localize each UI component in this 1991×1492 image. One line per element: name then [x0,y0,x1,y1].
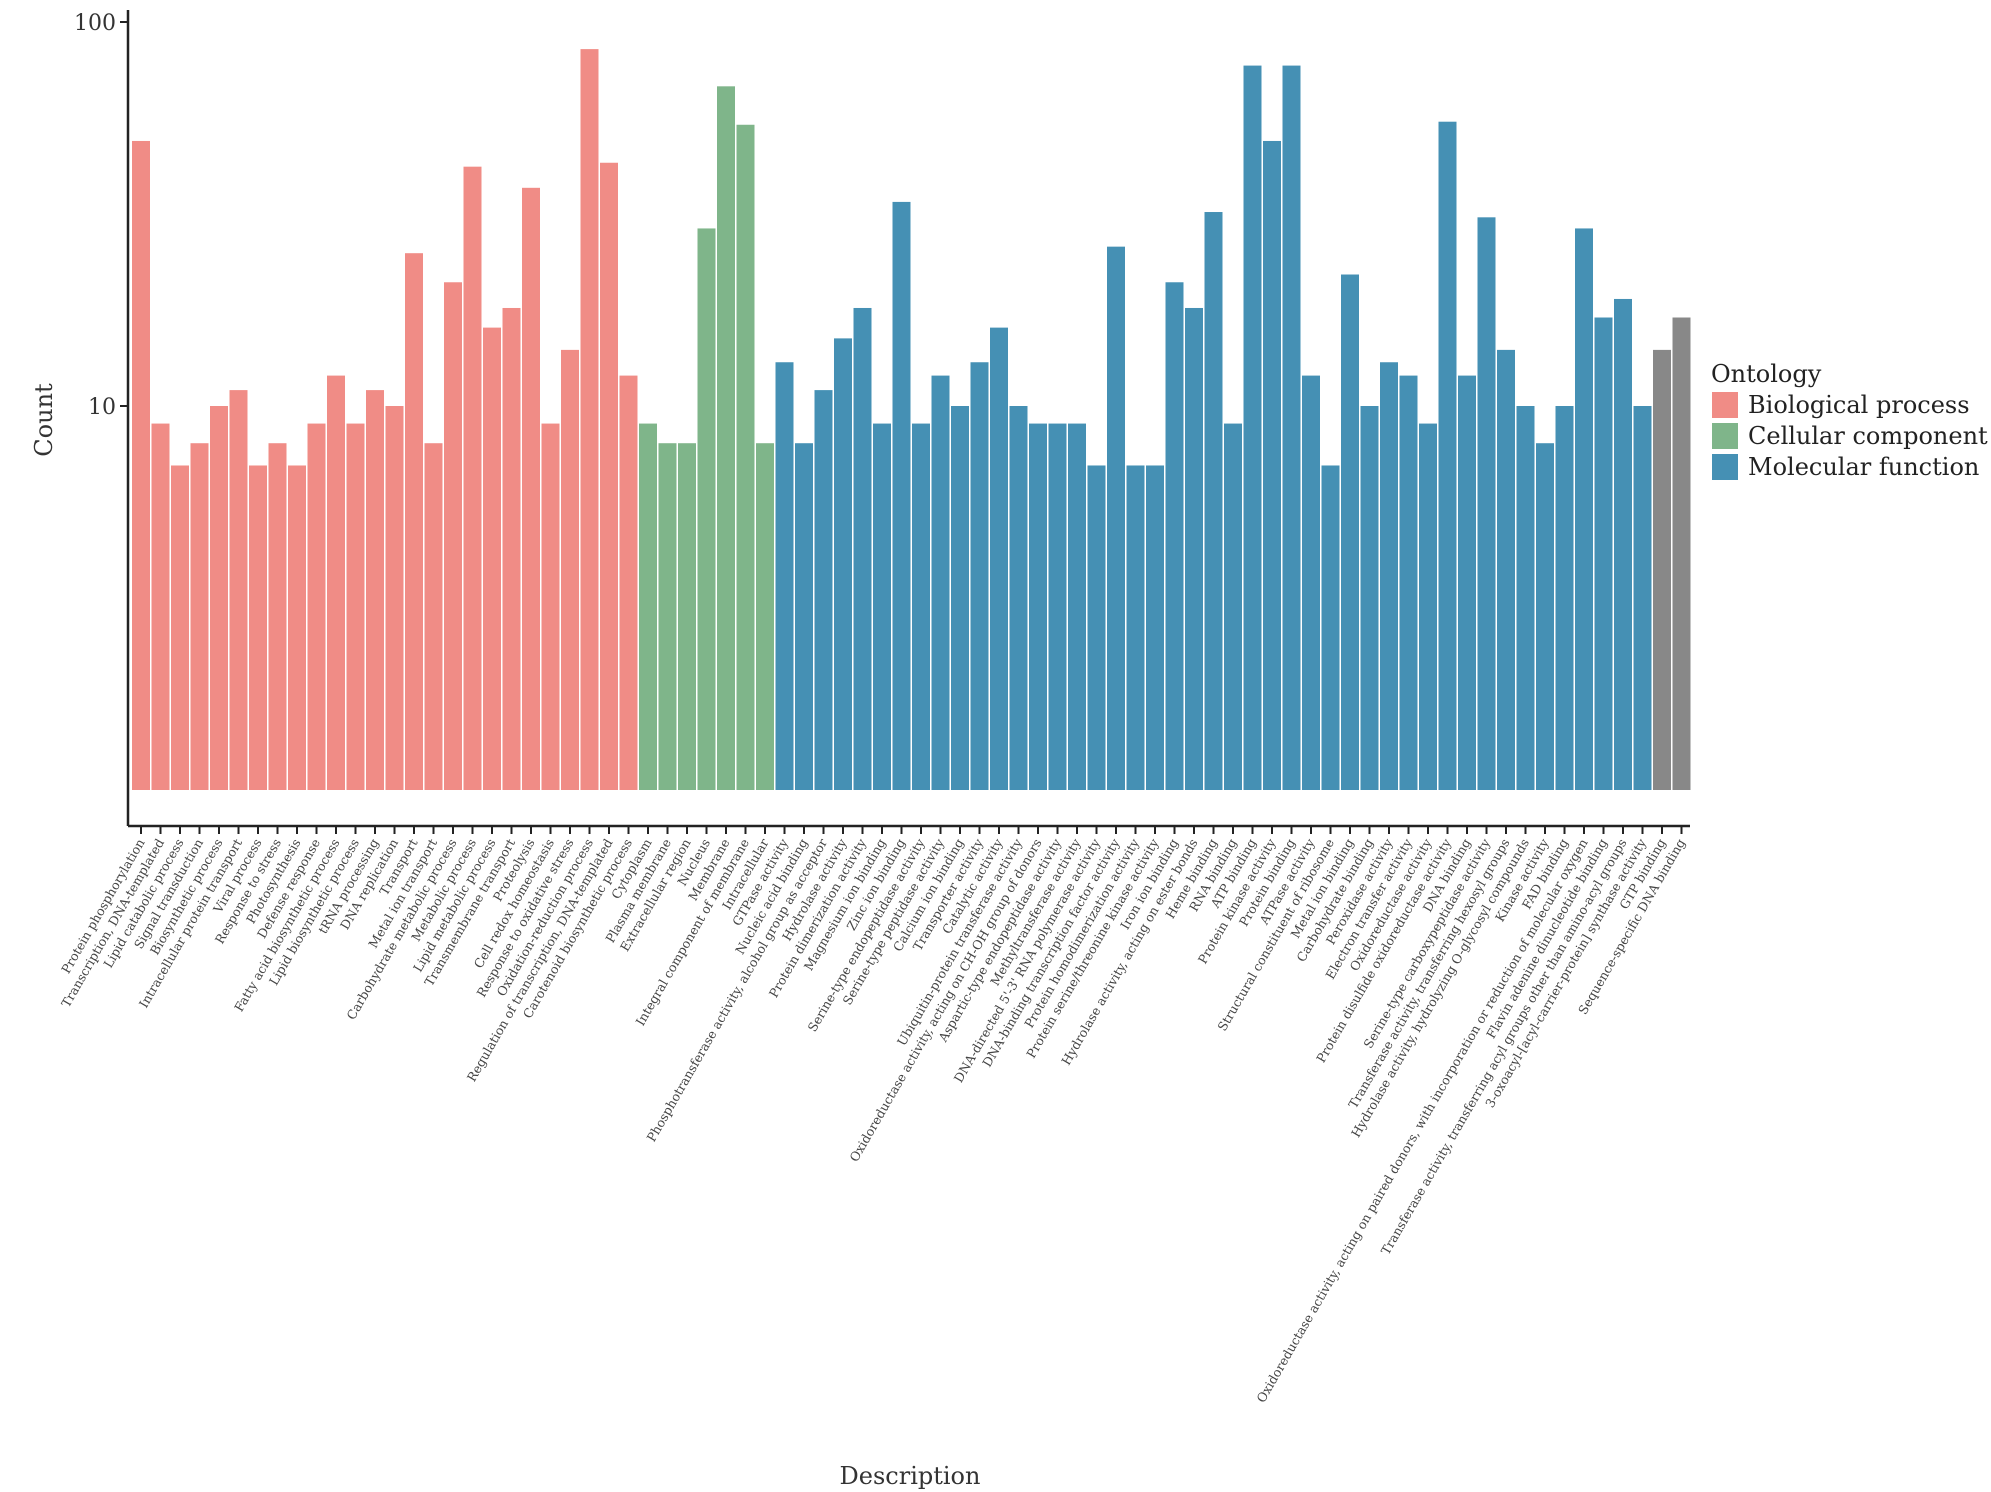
bar [912,423,930,790]
bar [249,465,267,790]
bar [775,362,794,790]
bars-group [132,49,1691,791]
bar [580,49,599,790]
bar [619,375,638,790]
bar [658,443,677,790]
bar [756,443,774,790]
bar [424,443,443,790]
bar [1146,465,1164,790]
bar [1185,307,1203,790]
bar [1321,465,1340,790]
legend: Ontology Biological process Cellular compo… [1711,360,1988,481]
bar [1438,121,1457,790]
y-tick-label: 100 [74,11,116,36]
bar [853,307,872,790]
bar [1087,465,1106,790]
bar [444,282,462,790]
bar [1107,246,1125,790]
bar [210,406,228,790]
bar [639,423,657,790]
bar [268,443,287,790]
bar [1048,423,1067,790]
bar [288,465,306,790]
bar [463,166,482,791]
bar [385,406,404,790]
bar [307,423,326,790]
bar [1243,65,1262,790]
x-axis-label: Description [840,1462,981,1490]
bar [736,124,755,790]
bar [1458,375,1476,790]
bar [522,187,540,790]
bar [1380,362,1398,790]
legend-entry-label: Cellular component [1748,422,1988,450]
bar [132,140,150,790]
bar [366,390,384,790]
bar [600,162,618,790]
bar [1477,217,1496,790]
bar [541,423,560,790]
bar [1360,406,1379,790]
bar [483,327,501,790]
bar [873,423,891,790]
bar [1575,228,1593,791]
axes-group: 10 100 [74,10,1690,828]
bar [990,327,1008,790]
bar [190,443,209,790]
bar [1165,282,1184,790]
bar [1516,406,1535,790]
bar [1126,465,1145,790]
bar [405,253,423,790]
bar [1555,406,1574,790]
bar [1614,298,1632,790]
legend-swatch [1712,392,1738,418]
bar [931,375,950,790]
legend-entry-label: Molecular function [1748,453,1979,481]
bar [1068,423,1086,790]
bar [171,465,189,790]
y-axis-label: Count [30,383,58,457]
bar [892,201,911,790]
bar [1263,140,1281,790]
bar [1029,423,1047,790]
bar [1399,375,1418,790]
bar [951,406,969,790]
bar [502,307,521,790]
bar [561,349,579,790]
bar [1672,317,1691,790]
legend-swatch [1712,423,1738,449]
bar [1341,274,1359,790]
bar [814,390,833,790]
bar [1009,406,1028,790]
bar [1282,65,1301,790]
bar [697,228,716,791]
bar [1497,349,1515,790]
bar [717,86,735,790]
bar [1594,317,1613,790]
bar [1302,375,1320,790]
bar [1536,443,1554,790]
bar [151,423,170,790]
bar [834,338,852,790]
legend-entry-label: Biological process [1748,391,1970,419]
y-tick-label: 10 [88,395,116,420]
bar [795,443,813,790]
bar [1224,423,1242,790]
bar [1204,212,1223,791]
legend-swatch [1712,454,1738,480]
bar [346,423,365,790]
bar [1653,349,1671,790]
bar [1633,406,1652,790]
bar [678,443,696,790]
legend-title: Ontology [1711,360,1822,388]
bar [1419,423,1437,790]
bar [327,375,345,790]
bar [229,390,248,790]
bar [970,362,989,790]
